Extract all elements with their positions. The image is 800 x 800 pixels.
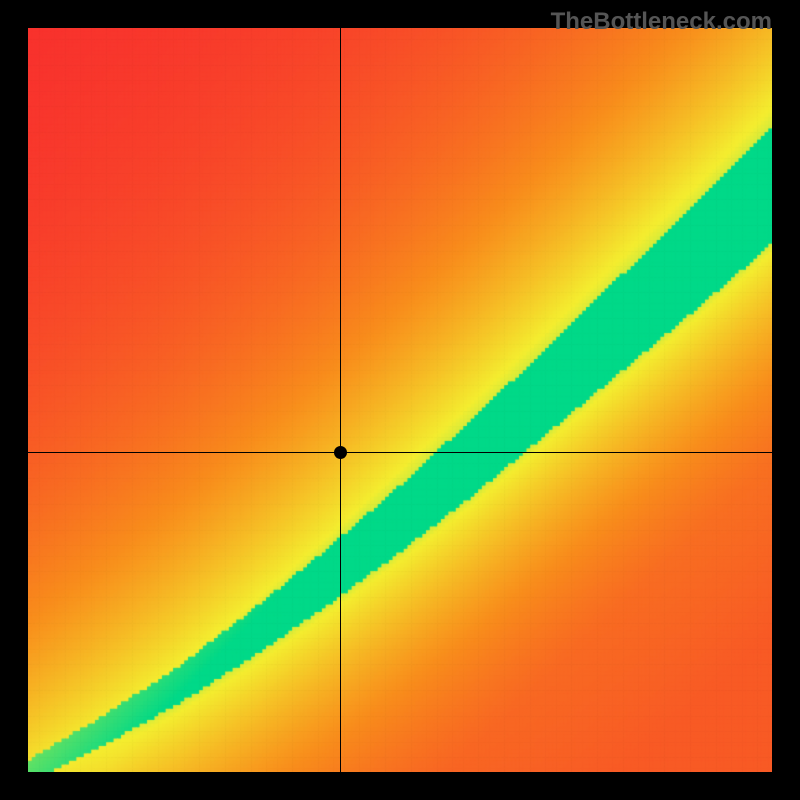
watermark-text: TheBottleneck.com (551, 8, 772, 36)
plot-area (28, 28, 772, 772)
crosshair-horizontal (28, 452, 772, 453)
heatmap-canvas (28, 28, 772, 772)
chart-frame: TheBottleneck.com (0, 0, 800, 800)
data-point-marker (334, 446, 347, 459)
crosshair-vertical (340, 28, 341, 772)
